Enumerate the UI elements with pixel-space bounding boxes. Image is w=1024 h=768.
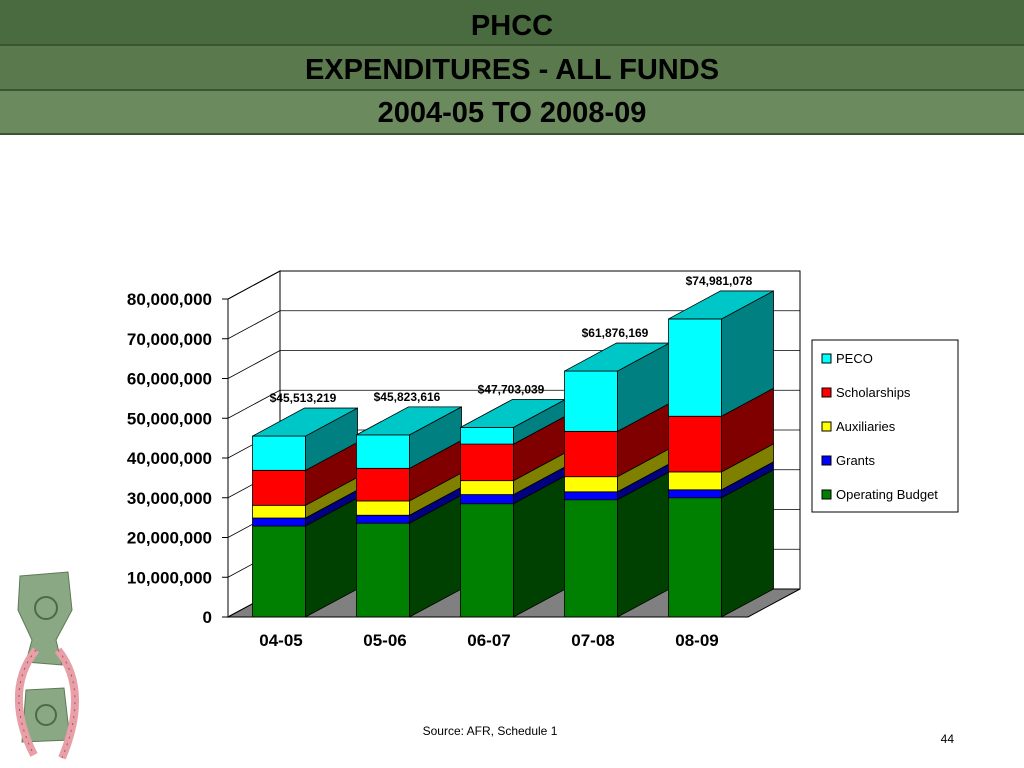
bar-segment-front (460, 503, 514, 618)
money-tape-measure-illustration (14, 571, 79, 760)
x-tick-label: 06-07 (467, 631, 510, 650)
legend-label: Auxiliaries (836, 419, 896, 434)
gridline-side (227, 350, 281, 379)
slide-title-line-3: 2004-05 TO 2008-09 (377, 97, 647, 129)
gridline-side (227, 310, 281, 340)
bar-segment-front (564, 430, 618, 478)
bar-segment-front (252, 517, 306, 527)
y-tick-label: 20,000,000 (127, 529, 212, 548)
slide-title-line-1: PHCC (470, 10, 554, 42)
slide-title-line-2: EXPENDITURES - ALL FUNDS (304, 54, 720, 86)
bar-segment-front (564, 476, 618, 493)
legend-label: PECO (836, 351, 873, 366)
legend-label: Scholarships (836, 385, 911, 400)
bar-segment-front (668, 415, 722, 473)
x-tick-label: 07-08 (571, 631, 614, 650)
title-divider (0, 89, 1024, 91)
x-tick-label: 05-06 (363, 631, 406, 650)
bar-total-label: $47,703,039 (478, 382, 545, 396)
bar-top-face (668, 290, 774, 320)
bar-segment-front (356, 467, 410, 502)
legend-box (811, 339, 959, 513)
gridline-side (227, 389, 281, 419)
bar-segment-front (668, 497, 722, 618)
page-number: 44 (940, 732, 954, 746)
bar-segment-front (460, 426, 514, 445)
bar-segment-front (668, 318, 722, 417)
title-band-1 (0, 0, 1024, 45)
bar-segment-front (252, 504, 306, 519)
bar-total-label: $74,981,078 (686, 274, 753, 288)
title-band-2 (0, 45, 1024, 90)
legend-swatch (821, 421, 832, 432)
x-tick-label: 04-05 (259, 631, 302, 650)
bar-segment-front (460, 443, 514, 482)
bar-segment-front (252, 469, 306, 506)
legend-swatch (821, 353, 832, 364)
legend-swatch (821, 455, 832, 466)
bar-total-label: $45,823,616 (374, 390, 441, 404)
bar-segment-front (356, 434, 410, 469)
bar-segment-front (564, 491, 618, 501)
title-divider (0, 133, 1024, 135)
y-tick-label: 50,000,000 (127, 409, 212, 428)
bar-segment-front (356, 500, 410, 516)
bar-segment-front (460, 494, 514, 505)
y-tick-label: 70,000,000 (127, 330, 212, 349)
y-tick-label: 10,000,000 (127, 568, 212, 587)
gridline-side (227, 270, 281, 300)
legend-swatch (821, 489, 832, 500)
y-tick-label: 80,000,000 (127, 290, 212, 309)
bar-top-face (356, 406, 462, 436)
bar-segment-front (460, 480, 514, 495)
y-tick-label: 60,000,000 (127, 370, 212, 389)
y-tick-label: 0 (203, 608, 212, 627)
legend-label: Operating Budget (836, 487, 938, 502)
bar-total-label: $61,876,169 (582, 326, 649, 340)
bar-segment-front (668, 489, 722, 499)
title-divider (0, 44, 1024, 46)
bar-segment-front (252, 525, 306, 618)
legend-label: Grants (836, 453, 876, 468)
bar-segment-front (564, 499, 618, 618)
title-band-3 (0, 90, 1024, 133)
bar-segment-front (356, 514, 410, 524)
bar-segment-front (564, 370, 618, 432)
bar-total-label: $45,513,219 (270, 391, 337, 405)
bar-segment-front (356, 522, 410, 618)
legend-swatch (821, 387, 832, 398)
x-tick-label: 08-09 (675, 631, 718, 650)
y-tick-label: 40,000,000 (127, 449, 212, 468)
bar-top-face (252, 407, 358, 437)
bar-segment-front (668, 471, 722, 491)
bar-segment-front (252, 435, 306, 471)
y-tick-label: 30,000,000 (127, 489, 212, 508)
source-note: Source: AFR, Schedule 1 (422, 724, 558, 738)
